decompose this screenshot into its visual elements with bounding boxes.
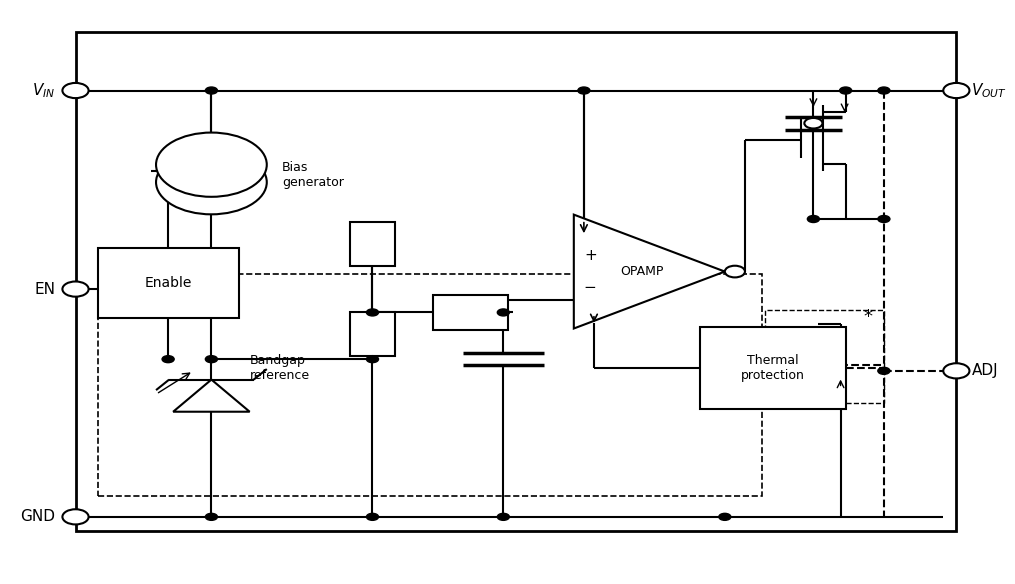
- Circle shape: [205, 356, 217, 363]
- Bar: [97, 248, 239, 318]
- Circle shape: [943, 363, 969, 378]
- Bar: [699, 327, 845, 409]
- Polygon shape: [174, 380, 250, 412]
- Bar: [350, 312, 395, 356]
- Circle shape: [156, 133, 267, 197]
- Circle shape: [156, 150, 267, 214]
- Circle shape: [62, 509, 88, 524]
- Circle shape: [497, 309, 510, 316]
- Text: OPAMP: OPAMP: [620, 265, 664, 278]
- Text: Enable: Enable: [144, 276, 192, 290]
- Text: ADJ: ADJ: [971, 363, 998, 378]
- Circle shape: [839, 87, 852, 94]
- Circle shape: [943, 83, 969, 98]
- Bar: [765, 310, 884, 403]
- Circle shape: [878, 367, 890, 374]
- Circle shape: [205, 87, 217, 94]
- Circle shape: [878, 87, 890, 94]
- Bar: [75, 32, 956, 531]
- Circle shape: [725, 266, 745, 277]
- Circle shape: [205, 513, 217, 520]
- Circle shape: [366, 513, 379, 520]
- Circle shape: [578, 87, 590, 94]
- Bar: [97, 274, 762, 496]
- Text: GND: GND: [20, 509, 56, 524]
- Text: $V_{IN}$: $V_{IN}$: [32, 81, 56, 100]
- Circle shape: [807, 215, 819, 223]
- Circle shape: [804, 118, 822, 128]
- Text: Bandgap
reference: Bandgap reference: [250, 354, 310, 382]
- Text: −: −: [584, 280, 597, 295]
- Text: *: *: [864, 308, 873, 325]
- Circle shape: [497, 513, 510, 520]
- Circle shape: [62, 83, 88, 98]
- Bar: [350, 222, 395, 266]
- Bar: [432, 295, 509, 330]
- Polygon shape: [573, 214, 725, 328]
- Circle shape: [62, 281, 88, 297]
- Text: $V_{OUT}$: $V_{OUT}$: [971, 81, 1007, 100]
- Circle shape: [366, 309, 379, 316]
- Circle shape: [878, 215, 890, 223]
- Text: +: +: [584, 248, 597, 263]
- Circle shape: [366, 356, 379, 363]
- Text: Thermal
protection: Thermal protection: [741, 354, 805, 382]
- Circle shape: [162, 356, 175, 363]
- Text: EN: EN: [35, 281, 56, 297]
- Text: Bias
generator: Bias generator: [282, 161, 344, 189]
- Circle shape: [719, 513, 731, 520]
